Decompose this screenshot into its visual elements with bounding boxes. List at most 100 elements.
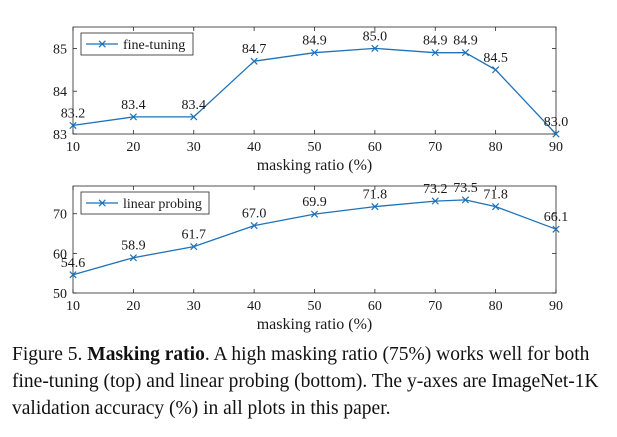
legend-marker xyxy=(98,40,106,48)
data-point xyxy=(310,49,319,57)
x-tick-label: 90 xyxy=(549,299,563,314)
x-tick-label: 10 xyxy=(66,140,80,155)
marker-stroke xyxy=(129,113,137,121)
data-point xyxy=(492,66,500,74)
data-label: 69.9 xyxy=(302,195,327,210)
data-point xyxy=(492,202,500,211)
x-tick-label: 60 xyxy=(368,140,382,155)
x-axis-label: masking ratio (%) xyxy=(257,316,373,333)
data-point xyxy=(310,210,319,218)
marker-stroke xyxy=(431,49,439,57)
data-label: 54.6 xyxy=(61,256,86,271)
data-label: 73.5 xyxy=(453,181,478,196)
data-label: 71.8 xyxy=(363,188,388,203)
x-tick-label: 30 xyxy=(187,140,201,155)
data-point xyxy=(190,243,198,251)
marker-stroke xyxy=(431,197,439,205)
marker-stroke xyxy=(492,202,500,211)
x-tick-label: 80 xyxy=(489,140,503,155)
data-label: 84.9 xyxy=(302,34,327,49)
x-tick-label: 90 xyxy=(549,140,563,155)
data-point xyxy=(69,271,77,279)
legend-box xyxy=(80,32,194,56)
series-line-linear-probing xyxy=(72,199,557,276)
data-label: 84.9 xyxy=(453,34,478,49)
data-point xyxy=(371,202,379,211)
marker-stroke xyxy=(371,44,379,53)
x-tick-label: 70 xyxy=(428,299,442,314)
data-label: 73.2 xyxy=(423,182,448,197)
data-point xyxy=(431,49,439,57)
data-point xyxy=(461,49,470,57)
data-point xyxy=(371,44,379,53)
caption-title: Masking ratio xyxy=(87,344,205,365)
data-label: 83.4 xyxy=(121,98,146,113)
marker-stroke xyxy=(310,210,319,218)
chart-linear-probing: 10 20 30 40 50 60 70 80 90 50 60 70 masking ratio (%… xyxy=(53,181,568,333)
marker-stroke xyxy=(190,243,198,251)
y-tick-label: 85 xyxy=(53,42,67,57)
data-point xyxy=(250,57,258,65)
data-label: 83.4 xyxy=(182,98,207,113)
data-point xyxy=(552,225,560,233)
data-label: 85.0 xyxy=(363,29,388,44)
data-point xyxy=(431,197,439,205)
data-point xyxy=(552,130,560,138)
marker-stroke xyxy=(250,222,258,230)
x-tick-label: 50 xyxy=(308,299,322,314)
series-line-fine-tuning xyxy=(72,47,557,135)
marker-stroke xyxy=(552,225,560,233)
data-label: 84.7 xyxy=(242,42,267,57)
marker-stroke xyxy=(552,130,560,138)
data-point xyxy=(190,113,198,121)
data-label: 61.7 xyxy=(182,228,207,243)
caption-figure-label: Figure 5. xyxy=(12,344,83,365)
data-label: 83.0 xyxy=(544,115,569,130)
marker-stroke xyxy=(190,113,198,121)
data-label: 84.9 xyxy=(423,34,448,49)
data-label: 66.1 xyxy=(544,210,569,225)
data-label: 67.0 xyxy=(242,207,267,222)
data-point xyxy=(69,121,77,130)
data-point xyxy=(129,254,137,262)
x-tick-label: 20 xyxy=(126,299,140,314)
figure-caption: Figure 5. Masking ratio. A high masking … xyxy=(12,341,612,422)
x-tick-label: 50 xyxy=(308,140,322,155)
x-tick-label: 20 xyxy=(126,140,140,155)
marker-stroke xyxy=(69,271,77,279)
legend-label: fine-tuning xyxy=(123,38,185,53)
data-point xyxy=(461,196,470,204)
y-tick-label: 50 xyxy=(53,287,67,302)
x-tick-label: 40 xyxy=(247,299,261,314)
marker-stroke xyxy=(69,121,77,130)
x-tick-label: 60 xyxy=(368,299,382,314)
data-label: 83.2 xyxy=(61,106,86,121)
data-label: 58.9 xyxy=(121,239,146,254)
marker-stroke xyxy=(492,66,500,74)
y-tick-label: 70 xyxy=(53,208,67,223)
data-point xyxy=(250,222,258,230)
chart-fine-tuning: 10 20 30 40 50 60 70 80 90 83 84 85 masking ratio (%… xyxy=(53,26,569,174)
x-tick-label: 30 xyxy=(187,299,201,314)
data-label: 71.8 xyxy=(483,188,508,203)
marker-stroke xyxy=(129,254,137,262)
caption-text: . A high masking ratio (75%) works well … xyxy=(12,344,599,419)
y-tick-label: 60 xyxy=(53,247,67,262)
legend-label: linear probing xyxy=(123,197,202,212)
x-tick-label: 40 xyxy=(247,140,261,155)
marker-stroke xyxy=(461,196,470,204)
y-tick-label: 83 xyxy=(53,128,67,143)
legend-box xyxy=(80,191,210,215)
marker-stroke xyxy=(310,49,319,57)
x-axis-label: masking ratio (%) xyxy=(257,157,373,174)
y-tick-label: 84 xyxy=(53,85,67,100)
legend-marker xyxy=(98,199,106,207)
marker-stroke xyxy=(250,57,258,65)
data-point xyxy=(129,113,137,121)
x-tick-label: 70 xyxy=(428,140,442,155)
x-tick-label: 80 xyxy=(489,299,503,314)
marker-stroke xyxy=(371,202,379,211)
data-label: 84.5 xyxy=(483,51,508,66)
x-tick-label: 10 xyxy=(66,299,80,314)
